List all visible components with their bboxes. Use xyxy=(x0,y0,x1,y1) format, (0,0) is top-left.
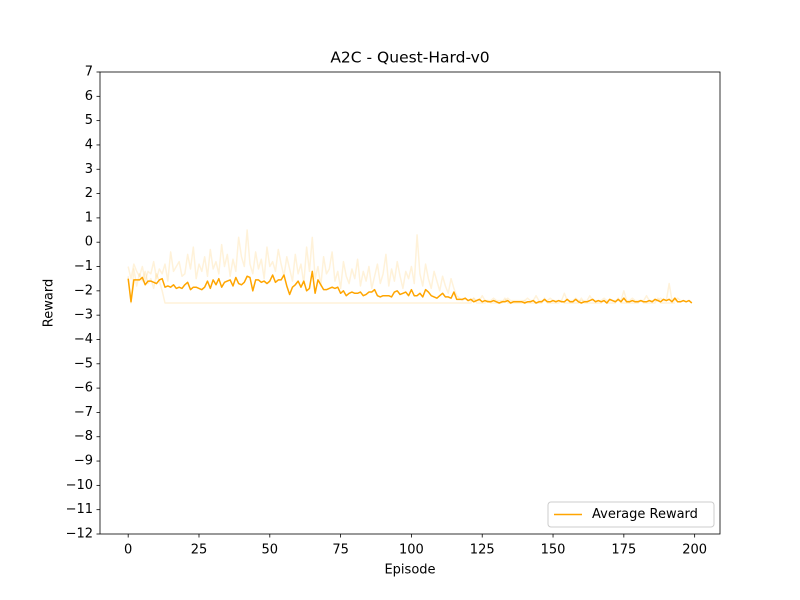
y-tick-label: 6 xyxy=(85,89,93,104)
y-tick-label: −7 xyxy=(74,405,93,420)
y-tick-label: 3 xyxy=(85,162,93,177)
y-tick-label: −1 xyxy=(74,259,93,274)
y-tick-label: 2 xyxy=(85,186,93,201)
y-tick-label: −10 xyxy=(66,478,93,493)
y-tick-label: 0 xyxy=(85,235,93,250)
x-tick-label: 200 xyxy=(682,543,707,558)
y-tick-label: −8 xyxy=(74,429,93,444)
legend-label: Average Reward xyxy=(592,507,698,522)
chart-title: A2C - Quest-Hard-v0 xyxy=(330,49,489,67)
x-tick-label: 25 xyxy=(191,543,208,558)
y-tick-label: 7 xyxy=(85,65,93,80)
axes-frame xyxy=(99,71,721,535)
x-tick-label: 50 xyxy=(262,543,279,558)
x-tick-label: 100 xyxy=(399,543,424,558)
legend-box xyxy=(547,501,715,528)
y-tick-label: −4 xyxy=(74,332,93,347)
x-tick-label: 0 xyxy=(124,543,132,558)
line-series xyxy=(127,270,693,304)
y-tick-label: −3 xyxy=(74,308,93,323)
y-tick-label: −9 xyxy=(74,454,93,469)
y-tick-label: −11 xyxy=(66,502,93,517)
y-tick-label: −2 xyxy=(74,283,93,298)
y-tick-label: −5 xyxy=(74,356,93,371)
y-tick-label: 1 xyxy=(85,210,93,225)
y-tick-label: 5 xyxy=(85,113,93,128)
x-tick-label: 150 xyxy=(541,543,566,558)
y-tick-label: −12 xyxy=(66,527,93,542)
x-tick-label: 125 xyxy=(470,543,495,558)
x-axis-label: Episode xyxy=(384,563,435,578)
x-tick-label: 175 xyxy=(611,543,636,558)
y-tick-label: −6 xyxy=(74,381,93,396)
y-axis-label: Reward xyxy=(42,279,57,327)
x-tick-label: 75 xyxy=(332,543,349,558)
line-series xyxy=(127,229,681,302)
y-tick-label: 4 xyxy=(85,137,93,152)
